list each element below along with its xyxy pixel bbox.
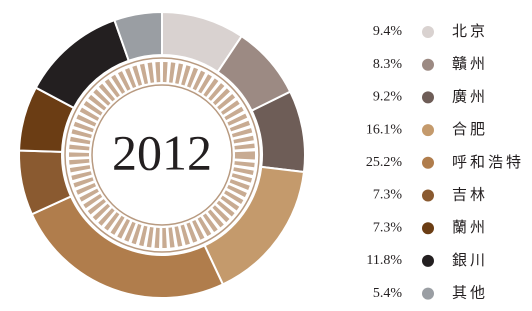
legend-label: 其他: [452, 284, 488, 302]
legend-marker: [422, 157, 434, 169]
legend-value: 16.1%: [366, 122, 403, 137]
legend-label: 呼和浩特: [452, 153, 524, 171]
legend-marker: [422, 59, 434, 71]
legend-label: 吉林: [452, 186, 488, 204]
legend-label: 北京: [452, 22, 488, 40]
legend-marker: [422, 222, 434, 234]
legend-value: 9.2%: [373, 90, 403, 105]
legend-marker: [422, 190, 434, 202]
legend-label: 廣州: [452, 87, 488, 105]
legend-marker: [422, 91, 434, 103]
legend-marker: [422, 255, 434, 267]
legend-label: 贛州: [452, 55, 488, 73]
legend-value: 9.4%: [373, 24, 403, 39]
legend-value: 7.3%: [373, 188, 403, 203]
legend-marker: [422, 288, 434, 300]
donut-slice: [36, 20, 129, 108]
legend-marker: [422, 26, 434, 38]
legend-label: 銀川: [452, 251, 488, 269]
legend-value: 25.2%: [366, 155, 403, 170]
legend-value: 7.3%: [373, 220, 403, 235]
legend-value: 5.4%: [373, 286, 403, 301]
legend-value: 8.3%: [373, 57, 403, 72]
legend-marker: [422, 124, 434, 136]
center-label: 2012: [112, 124, 212, 180]
legend-label: 蘭州: [452, 218, 488, 236]
chart: 2012 9.4% 北京 8.3% 贛州 9.2% 廣州 16.1% 合肥 25.2% 呼和浩特 7…: [0, 0, 532, 311]
legend-label: 合肥: [452, 120, 488, 138]
legend-value: 11.8%: [366, 253, 402, 268]
